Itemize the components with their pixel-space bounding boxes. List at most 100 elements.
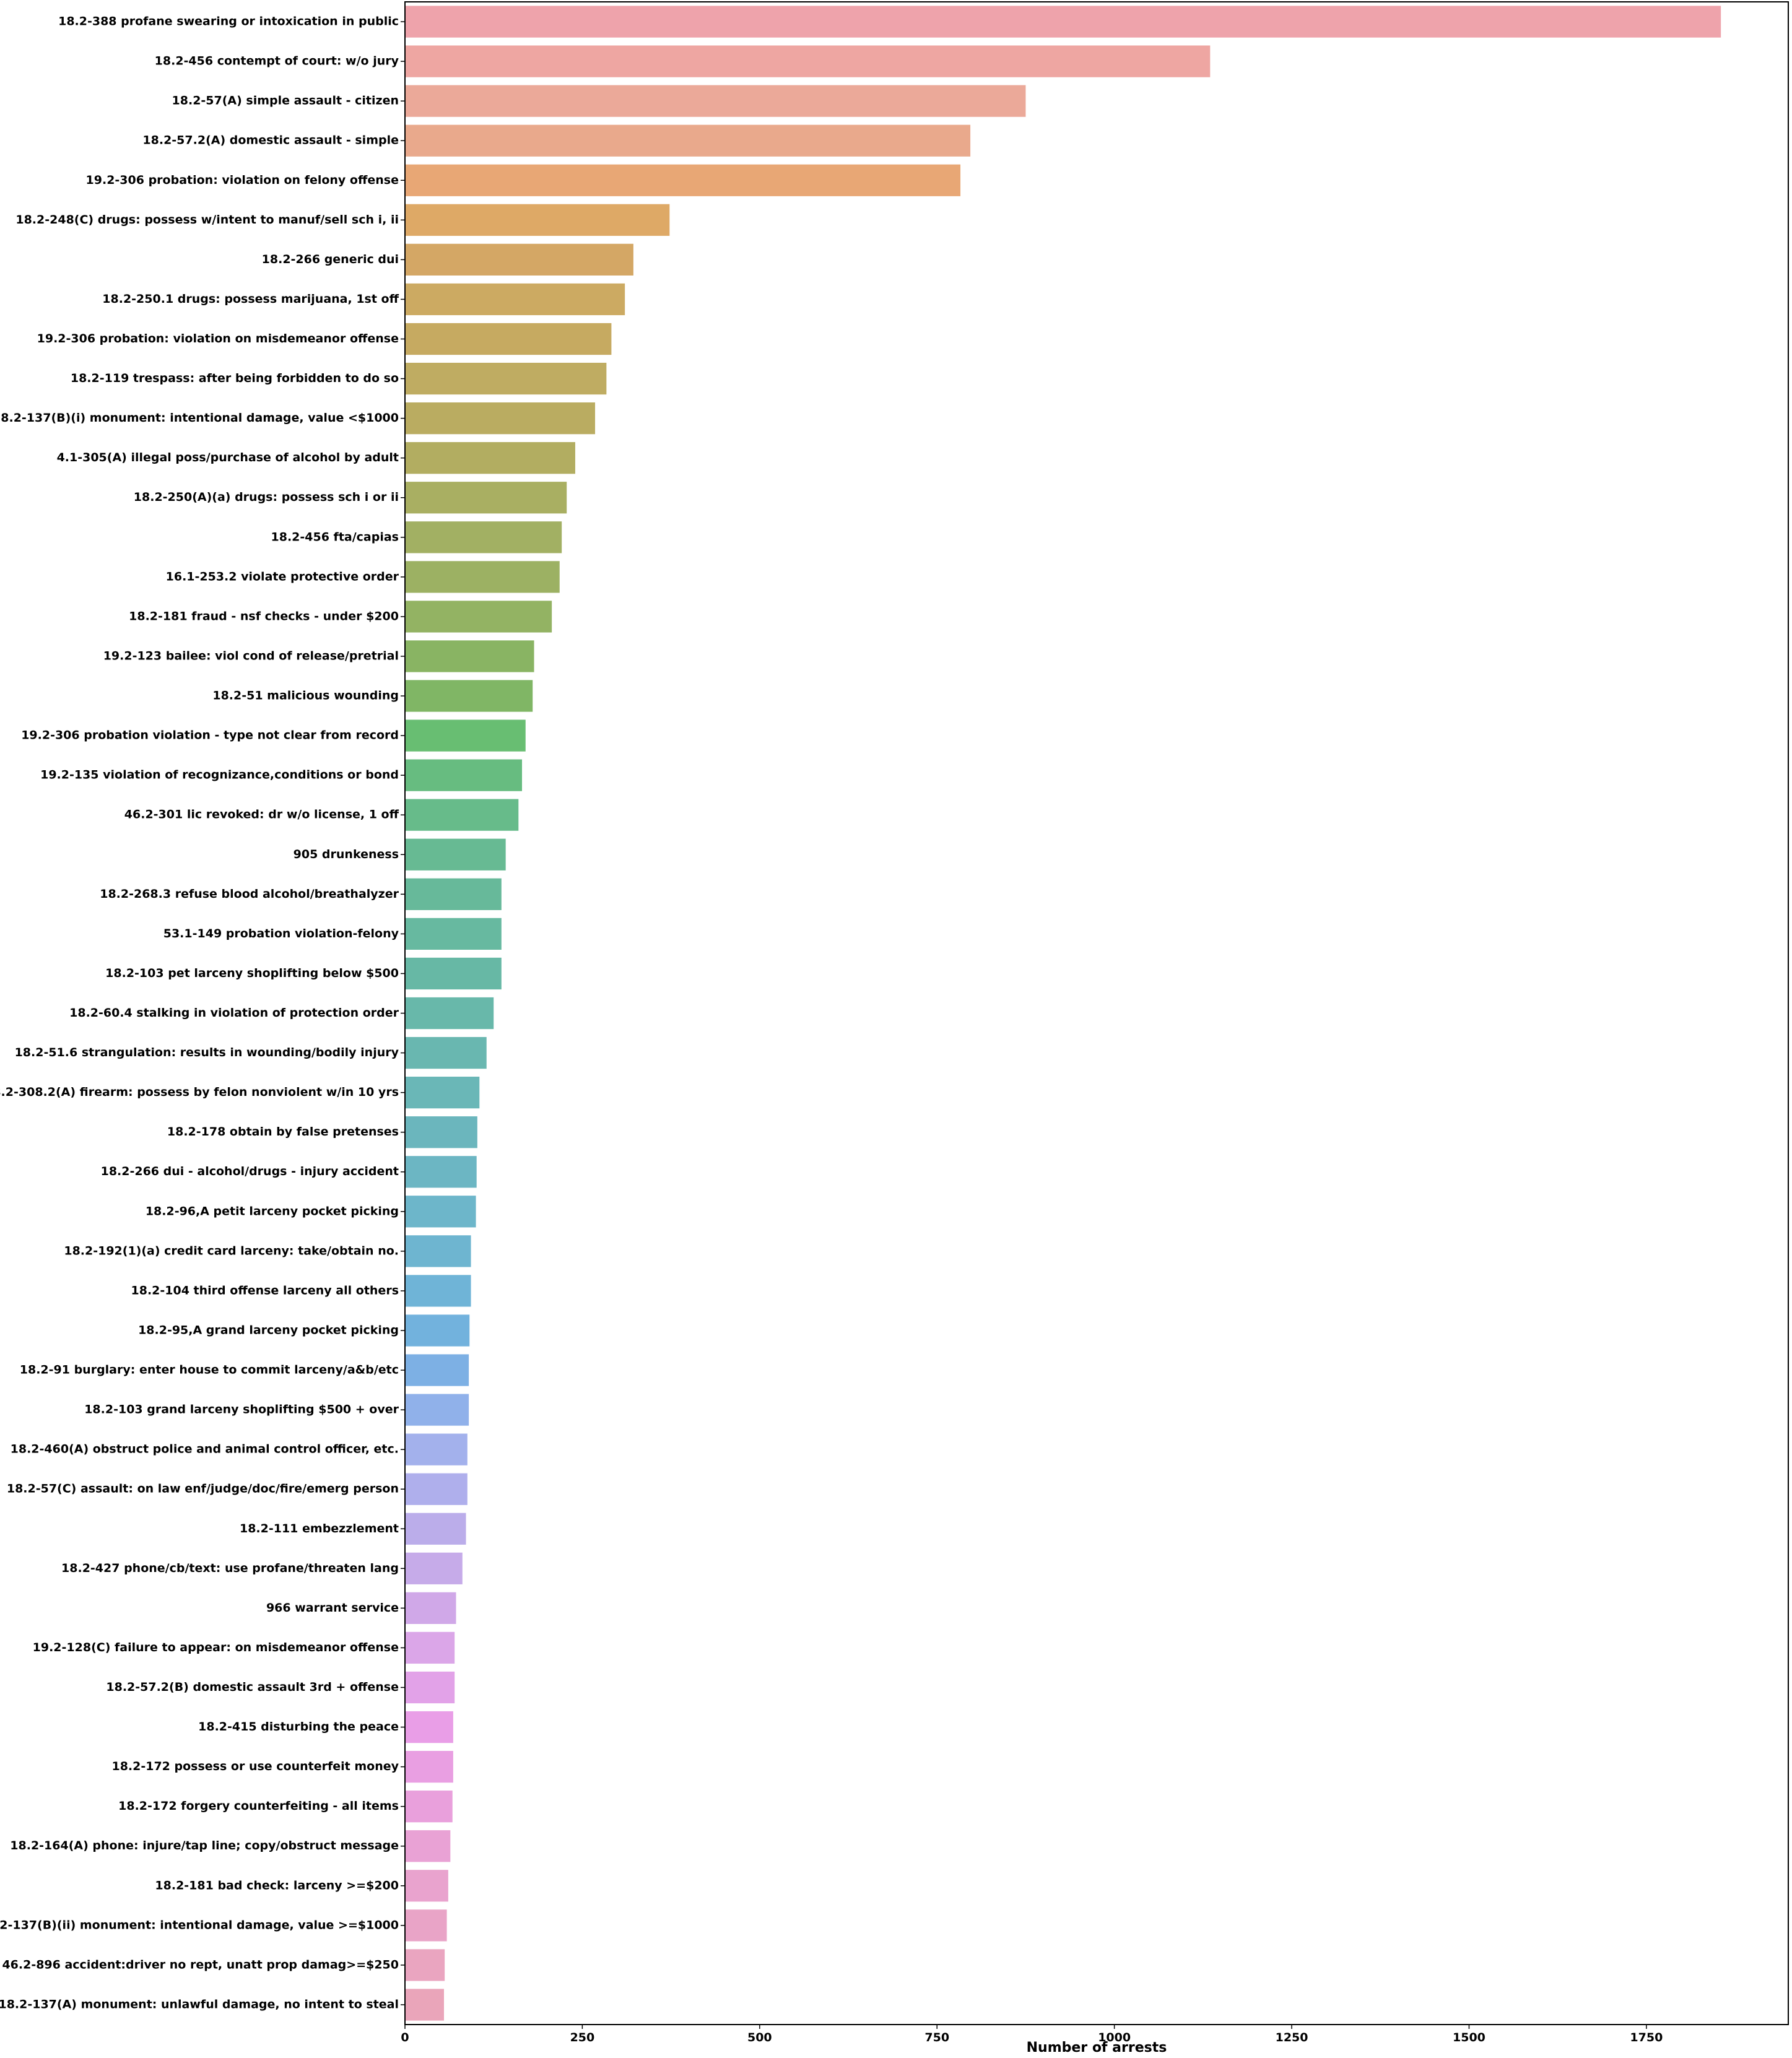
category-label: 966 warrant service [266, 1601, 399, 1615]
category-label: 18.2-57.2(A) domestic assault - simple [142, 134, 399, 147]
x-tick-label: 0 [401, 2031, 409, 2044]
category-label: 18.2-119 trespass: after being forbidden… [71, 371, 399, 385]
bar [405, 1156, 477, 1188]
bar [405, 85, 1026, 117]
category-label: 18.2-172 forgery counterfeiting - all it… [118, 1799, 399, 1813]
bar [405, 1870, 448, 1902]
bar [405, 1473, 468, 1505]
bar [405, 561, 560, 593]
category-label: 18.2-57(A) simple assault - citizen [172, 94, 399, 108]
category-label: 18.2-181 fraud - nsf checks - under $200 [129, 609, 399, 623]
category-label: 19.2-306 probation: violation on felony … [86, 173, 399, 187]
category-label: 18.2-57.2(B) domestic assault 3rd + offe… [106, 1680, 399, 1694]
category-label: 18.2-456 contempt of court: w/o jury [155, 54, 399, 68]
category-label: 18.2-460(A) obstruct police and animal c… [11, 1443, 399, 1456]
bar [405, 1116, 477, 1148]
bar [405, 957, 502, 990]
bar [405, 1909, 447, 1942]
bar [405, 680, 533, 712]
category-label: 18.2-308.2(A) firearm: possess by felon … [0, 1085, 399, 1099]
bar [405, 838, 506, 871]
category-label: 19.2-306 probation violation - type not … [21, 729, 399, 742]
x-tick-label: 1000 [1098, 2031, 1131, 2044]
axes-frame [404, 1, 1789, 2025]
category-label: 18.2-415 disturbing the peace [198, 1720, 399, 1734]
bar [405, 442, 575, 474]
bar [405, 521, 562, 554]
bar [405, 1076, 480, 1109]
category-label: 18.2-192(1)(a) credit card larceny: take… [64, 1244, 399, 1257]
bar [405, 1592, 456, 1625]
bar [405, 283, 625, 316]
category-label: 4.1-305(A) illegal poss/purchase of alco… [57, 451, 399, 464]
bar [405, 243, 633, 276]
bar [405, 1830, 451, 1862]
bar [405, 1433, 468, 1465]
category-label: 46.2-301 lic revoked: dr w/o license, 1 … [124, 808, 399, 822]
bar [405, 1513, 466, 1545]
x-tick-label: 750 [924, 2031, 949, 2044]
bar [405, 1989, 445, 2021]
bar [405, 1949, 445, 1981]
bar [405, 1235, 471, 1267]
category-label: 18.2-250.1 drugs: possess marijuana, 1st… [102, 292, 399, 306]
category-label: 16.1-253.2 violate protective order [166, 570, 399, 583]
bar [405, 1275, 471, 1307]
category-label: 18.2-91 burglary: enter house to commit … [20, 1363, 399, 1377]
bar [405, 323, 612, 355]
bar [405, 997, 494, 1030]
category-label: 53.1-149 probation violation-felony [163, 927, 399, 940]
category-label: 19.2-306 probation: violation on misdeme… [37, 332, 399, 345]
bar [405, 1791, 453, 1823]
category-label: 19.2-123 bailee: viol cond of release/pr… [103, 649, 399, 662]
bar [405, 1354, 469, 1386]
bar [405, 1671, 455, 1704]
bar [405, 402, 596, 435]
x-tick-label: 1500 [1453, 2031, 1485, 2044]
plot-border [404, 1, 1789, 2025]
category-label: 18.2-95,A grand larceny pocket picking [138, 1323, 399, 1337]
bar [405, 45, 1211, 77]
bar [405, 918, 502, 950]
bar [405, 601, 552, 633]
category-label: 905 drunkeness [294, 848, 399, 861]
bar [405, 719, 526, 752]
bar [405, 759, 523, 791]
x-axis-ticks: 0 250 500 750 1000 1250 1500 1750 [401, 2025, 1663, 2044]
category-labels: 18.2-388 profane swearing or intoxicatio… [0, 15, 405, 2011]
category-label: 18.2-137(B)(ii) monument: intentional da… [0, 1918, 399, 1932]
x-tick-label: 250 [570, 2031, 595, 2044]
category-label: 18.2-266 dui - alcohol/drugs - injury ac… [101, 1165, 399, 1178]
category-label: 18.2-427 phone/cb/text: use profane/thre… [61, 1561, 399, 1575]
bar [405, 1631, 455, 1664]
category-label: 19.2-128(C) failure to appear: on misdem… [33, 1641, 399, 1654]
category-label: 18.2-181 bad check: larceny >=$200 [155, 1878, 399, 1892]
category-label: 18.2-456 fta/capias [271, 530, 399, 544]
category-label: 18.2-60.4 stalking in violation of prote… [69, 1006, 399, 1020]
bar [405, 1711, 453, 1743]
category-label: 18.2-57(C) assault: on law enf/judge/doc… [7, 1482, 399, 1496]
category-label: 18.2-250(A)(a) drugs: possess sch i or i… [134, 490, 399, 504]
bar [405, 1196, 476, 1228]
category-label: 18.2-104 third offense larceny all other… [131, 1283, 399, 1297]
x-axis-title: Number of arrests [1027, 2040, 1167, 2056]
bar [405, 1314, 470, 1347]
bar [405, 1750, 453, 1783]
bar [405, 164, 961, 196]
bar [405, 6, 1721, 38]
bar [405, 124, 971, 157]
category-label: 18.2-51.6 strangulation: results in woun… [15, 1046, 399, 1059]
x-tick-label: 500 [747, 2031, 772, 2044]
category-label: 18.2-268.3 refuse blood alcohol/breathal… [100, 887, 399, 901]
category-label: 18.2-51 malicious wounding [212, 689, 399, 703]
category-label: 18.2-388 profane swearing or intoxicatio… [58, 15, 399, 28]
category-label: 18.2-103 grand larceny shoplifting $500 … [84, 1403, 399, 1417]
bar [405, 1036, 487, 1069]
bar [405, 362, 607, 395]
bar [405, 482, 567, 514]
category-label: 19.2-135 violation of recognizance,condi… [40, 768, 399, 782]
bar [405, 204, 670, 236]
bar [405, 1394, 469, 1426]
category-label: 18.2-266 generic dui [262, 253, 399, 266]
